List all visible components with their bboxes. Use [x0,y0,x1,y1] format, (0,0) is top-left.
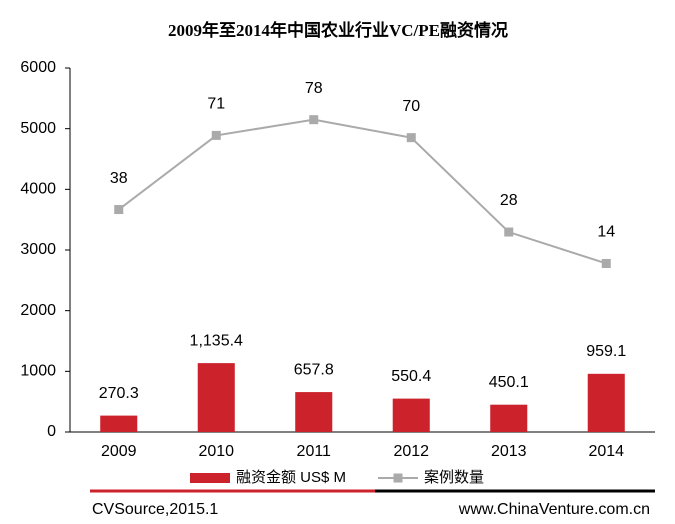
line-marker [504,227,514,237]
line-value-label: 28 [500,192,518,209]
legend-label: 案例数量 [424,468,484,486]
line-marker [211,130,221,140]
bar-value-label: 270.3 [99,385,139,402]
y-tick-label: 3000 [20,241,56,258]
source: CVSource,2015.1 [92,501,218,518]
x-tick-label: 2012 [393,443,429,460]
bar [490,404,528,432]
bar [295,392,333,432]
y-tick-label: 0 [47,423,56,440]
website: www.ChinaVenture.com.cn [458,501,650,518]
x-tick-label: 2013 [491,443,527,460]
line-value-label: 38 [110,170,128,187]
bar [100,415,138,432]
line-value-label: 14 [597,224,615,241]
x-tick-label: 2011 [297,443,332,460]
y-tick-label: 4000 [20,181,56,198]
bar-value-label: 550.4 [391,368,431,385]
line-value-label: 78 [305,80,323,97]
line-value-label: 70 [402,98,420,115]
line [118,118,607,265]
x-tick-label: 2010 [198,443,234,460]
y-tick-label: 5000 [20,120,56,137]
line-value-label: 71 [207,96,225,113]
bar-value-label: 1,135.4 [190,332,243,349]
bar-value-label: 657.8 [294,361,334,378]
y-tick-label: 6000 [20,59,56,76]
y-tick-label: 2000 [20,302,56,319]
line-marker [309,115,319,125]
y-tick-label: 1000 [20,363,56,380]
chart-title: 2009年至2014年中国农业行业VC/PE融资情况 [168,20,508,40]
bar [197,363,235,432]
x-tick-label: 2009 [101,443,137,460]
line-marker [601,258,611,268]
x-tick-label: 2014 [588,443,624,460]
line-marker [406,133,416,143]
bar [587,373,625,432]
bar [392,398,430,432]
legend-swatch [190,473,230,483]
bar-value-label: 959.1 [586,343,626,360]
bar-value-label: 450.1 [489,374,529,391]
legend-label: 融资金额 US$ M [236,469,346,486]
legend-swatch [393,473,403,483]
line-marker [114,205,124,215]
